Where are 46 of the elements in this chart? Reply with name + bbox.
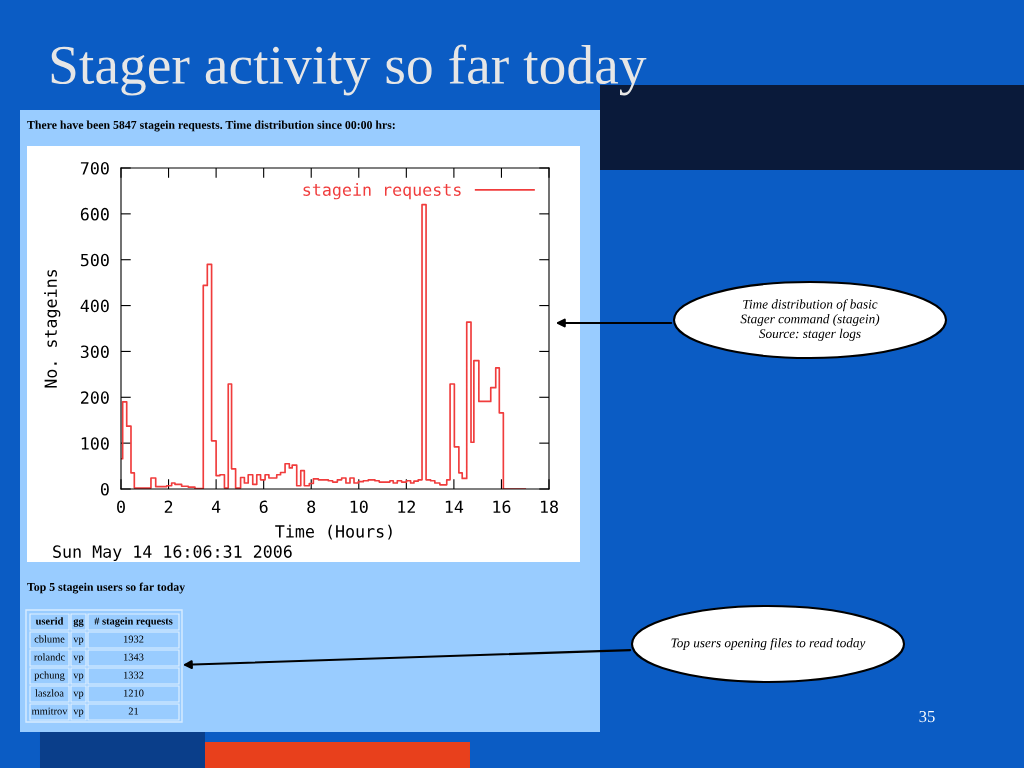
text: # stagein requests — [94, 617, 173, 627]
text: vp — [73, 709, 84, 717]
y-tick-label: 100 — [81, 437, 109, 450]
text: Sun May 14 16:06:31 2006 — [53, 545, 292, 562]
x-tick-label: 2 — [164, 500, 173, 513]
text: cblume — [34, 635, 65, 643]
text: vp — [73, 655, 84, 663]
y-tick-label: 0 — [100, 483, 109, 496]
y-tick-label: 600 — [80, 207, 109, 221]
y-tick-label: 300 — [80, 345, 109, 359]
text: 1932 — [124, 635, 144, 643]
text: vp — [73, 673, 84, 681]
text: Top 5 stagein users so far today — [27, 582, 185, 594]
text: gg — [73, 619, 84, 627]
text: vp — [73, 637, 84, 645]
x-tick-label: 6 — [259, 500, 268, 514]
text: vp — [73, 691, 84, 699]
chart-subtitle: There have been 5847 stagein requests. Time distribution since 00:00 hrs: — [27, 120, 395, 132]
x-tick-label: 16 — [493, 500, 511, 514]
x-tick-label: 0 — [117, 500, 125, 514]
text: rolandc — [34, 653, 65, 661]
text: pchung — [34, 671, 65, 681]
chart-title: Stager activity so far today — [51, 44, 647, 96]
text: 1332 — [124, 671, 144, 679]
text: laszloa — [35, 689, 64, 697]
y-tick-label: 500 — [80, 253, 109, 267]
y-tick-label: 400 — [80, 299, 109, 313]
text: userid — [35, 617, 64, 625]
y-tick-label: 200 — [81, 391, 109, 404]
x-axis-title: Time (Hours) — [275, 524, 392, 540]
text: mmitrov — [31, 707, 68, 715]
text: Time distribution of basic Stager command (stagein) Source: stager logs — [740, 299, 880, 341]
x-tick-label: 18 — [540, 500, 558, 514]
x-tick-label: 4 — [211, 500, 221, 513]
text: Top users opening files to read today — [671, 637, 866, 651]
text: 35 — [919, 710, 935, 723]
legend-label: stagein requests — [303, 183, 461, 200]
text: 21 — [128, 707, 139, 715]
y-tick-label: 700 — [80, 162, 109, 175]
text: 1210 — [124, 689, 144, 697]
text: 1343 — [124, 653, 144, 661]
x-tick-label: 14 — [445, 500, 464, 513]
x-tick-label: 12 — [398, 500, 415, 513]
y-axis-title: No. stageins — [44, 269, 61, 388]
x-tick-label: 8 — [307, 500, 316, 514]
x-tick-label: 10 — [350, 500, 368, 514]
